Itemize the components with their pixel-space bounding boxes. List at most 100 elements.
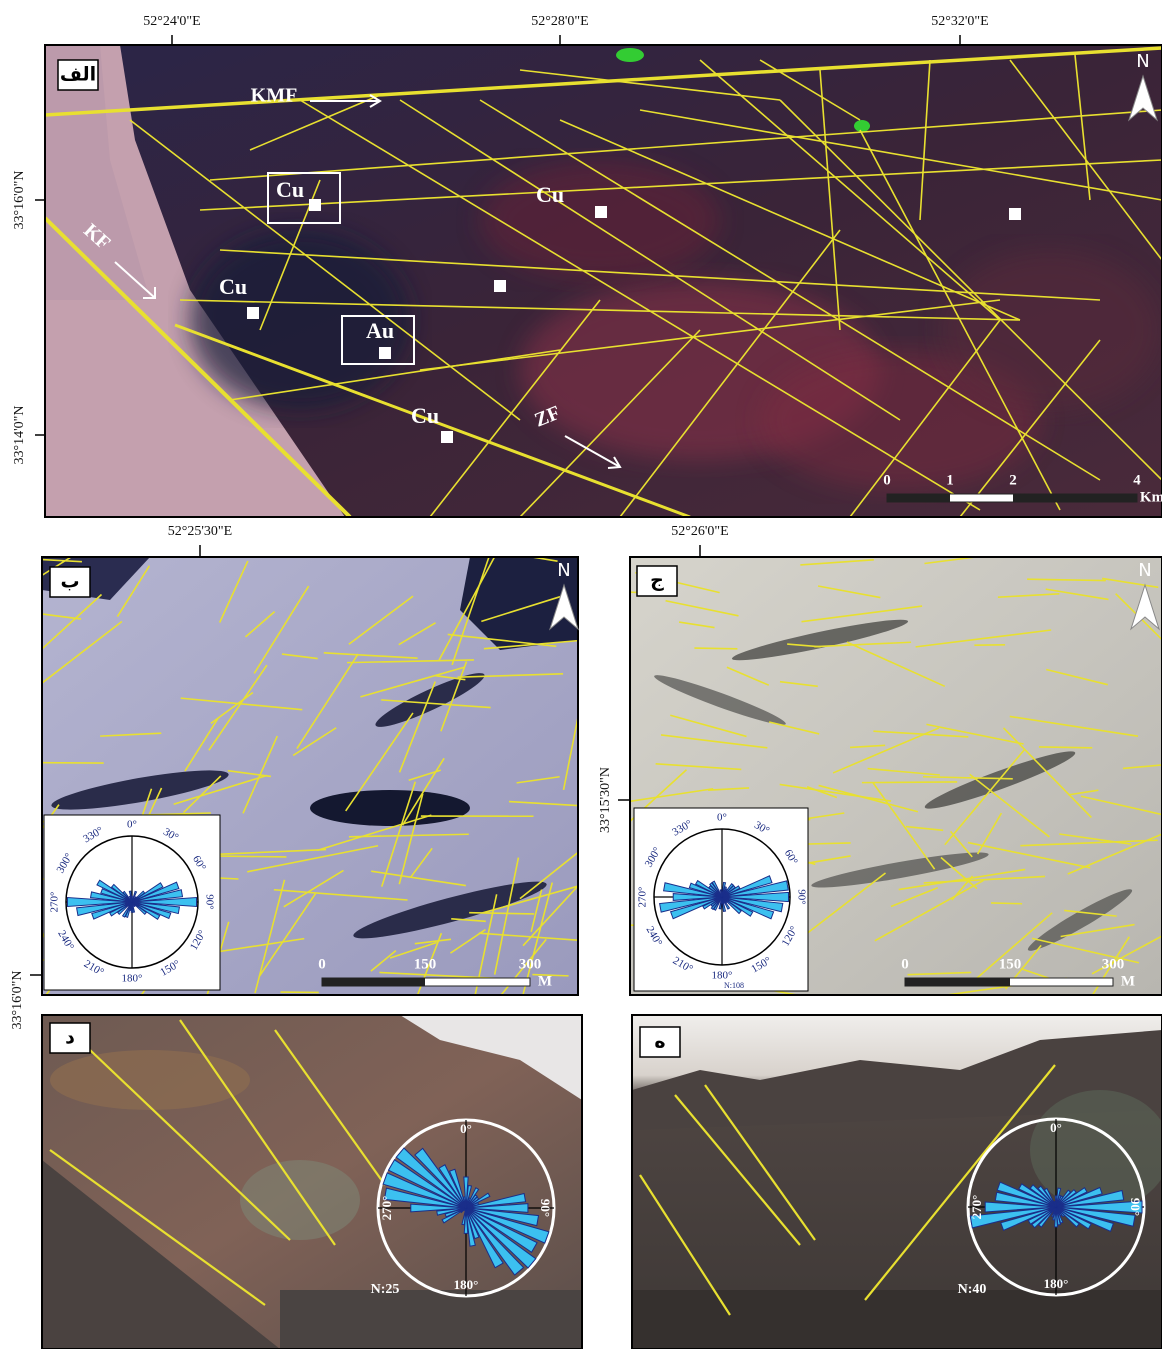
rose-petal [721,896,742,915]
rose-petal [721,891,789,903]
rose-petal [91,901,133,920]
lineament [655,762,742,771]
rose-label: 0° [127,819,137,831]
lineament [898,868,1026,891]
lineament [1046,668,1108,686]
panel-label: ج [650,570,664,592]
rose-petal [131,881,180,903]
lineament [818,784,919,813]
lineament [179,1019,336,1246]
lineament [944,748,1026,846]
lineament [296,653,359,750]
rose-petal [1000,1206,1057,1232]
lineament [678,621,715,629]
lineament [630,787,714,803]
panel-b-lineaments [42,557,578,995]
rose-petal [694,879,723,898]
rose-petal [721,896,784,913]
panel-label: د [65,1027,75,1049]
lineament [532,973,569,977]
rose-petal [465,1207,550,1244]
lineament [923,875,1046,884]
rose-petal [718,896,723,910]
rose-petal [1055,1200,1143,1214]
rose-petal [395,1147,467,1209]
panel-label-box [49,1022,91,1054]
rose-petal [711,880,723,898]
fault-arrow-head [143,287,156,299]
lineament [516,775,560,784]
rose-label: 180° [1044,1276,1069,1291]
scale-tick-label: 0 [883,472,891,488]
lineament [45,46,1162,117]
panel-e-fractures [639,1064,1056,1316]
lineament [969,773,1050,838]
lineament [208,664,268,751]
panel-a-frame [44,44,1162,518]
lineament [283,869,344,908]
lineament [905,825,944,832]
lineament [779,680,818,688]
lineament [360,666,465,698]
lineament [787,643,821,648]
lineament [210,848,327,856]
rose-petal [1043,1187,1057,1208]
lineament [179,299,1021,321]
lineament [973,912,1053,982]
rose-petal [663,882,723,898]
panel-c-frame [629,556,1162,996]
rose-petal [984,1201,1057,1213]
lineament [457,673,564,679]
lineament [890,886,939,908]
lineament [907,971,972,976]
rose-petal [996,1181,1057,1208]
lineament [493,857,520,975]
longitude-label: 52°26'0"E [671,524,728,539]
lineament [926,723,1024,745]
lineament [949,830,973,858]
rose-count: N:25 [371,1282,400,1297]
rose-label: 90° [538,1199,553,1217]
lineament [976,812,1003,855]
lineament [210,691,254,724]
rose-label: 270° [379,1196,394,1221]
rose-petal [1055,1187,1088,1208]
lineament [258,893,317,977]
scale-tick-label: 150 [414,956,437,972]
scale-unit: M [1121,973,1135,989]
north-arrow [1127,74,1159,122]
lineament [806,785,838,799]
scale-bar-segment [905,978,1010,986]
panel-label: ه [654,1031,665,1053]
lineament [1060,923,1135,938]
lineament [660,734,768,749]
panel-e-photo [632,1015,1162,1349]
rose-petal [1055,1206,1080,1228]
lineament [429,299,601,517]
panel-e-frame [631,1014,1162,1349]
lineament [440,661,468,732]
lineament [665,599,739,617]
rose-label: 180° [122,973,143,985]
lineament [410,847,433,878]
panel-a-lineaments [45,46,1162,517]
lineament [481,595,562,623]
rose-petal [669,896,723,920]
rose-label: 90° [1128,1198,1143,1216]
fault-arrow [114,261,156,299]
lineament [180,697,303,711]
lineament [1115,593,1162,641]
lineament [42,620,123,685]
lineament [482,885,578,914]
lineament [174,323,691,517]
lineament [317,814,432,852]
lineament [872,782,936,870]
panel-b-frame [41,556,579,996]
lineament [519,69,781,101]
lineament [805,872,887,935]
lineament [519,329,701,517]
rose-petal [1055,1186,1103,1208]
lineament [861,781,958,784]
rose-petal [463,1176,469,1209]
